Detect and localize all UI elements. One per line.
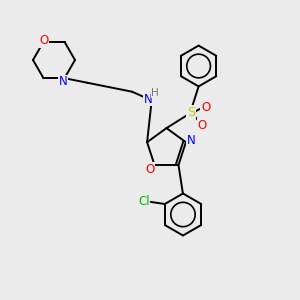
Text: H: H [151, 88, 159, 98]
Text: O: O [40, 34, 49, 47]
Text: Cl: Cl [138, 194, 150, 208]
Text: O: O [146, 163, 154, 176]
Text: N: N [144, 93, 153, 106]
Text: O: O [198, 118, 207, 132]
Text: S: S [187, 106, 195, 119]
Text: O: O [201, 100, 210, 114]
Text: N: N [187, 134, 196, 147]
Text: N: N [58, 75, 68, 88]
